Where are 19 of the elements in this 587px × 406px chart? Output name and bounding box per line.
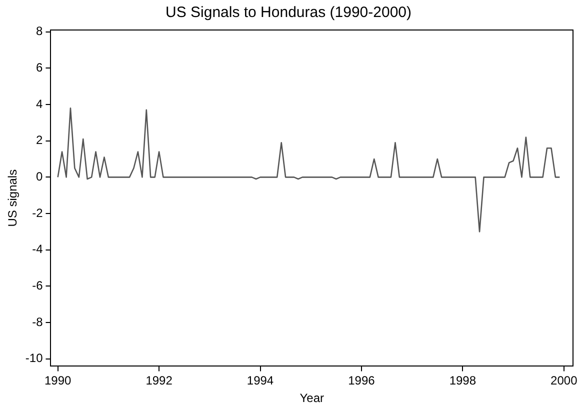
x-tick-label: 1990 (44, 374, 72, 388)
x-tick-label: 1994 (246, 374, 274, 388)
x-tick-label: 1996 (348, 374, 376, 388)
y-tick-label: -4 (32, 242, 44, 256)
x-axis-title: Year (300, 391, 324, 406)
y-tick-label: -8 (32, 314, 44, 329)
x-tick-label: 1992 (146, 374, 173, 388)
x-tick-label: 1998 (449, 374, 476, 388)
y-tick-label: 8 (36, 24, 44, 38)
x-tick-label: 2000 (550, 374, 578, 388)
y-tick-label: 6 (36, 60, 44, 74)
chart-title: US Signals to Honduras (1990-2000) (166, 4, 412, 22)
y-tick-label: -6 (32, 278, 44, 293)
y-axis-title: US signals (6, 169, 20, 227)
y-tick-label: 4 (36, 96, 44, 111)
y-tick-label: -2 (32, 206, 44, 220)
y-tick-label: 0 (36, 170, 44, 184)
y-tick-label: -10 (25, 351, 44, 366)
y-tick-label: 2 (36, 133, 44, 148)
